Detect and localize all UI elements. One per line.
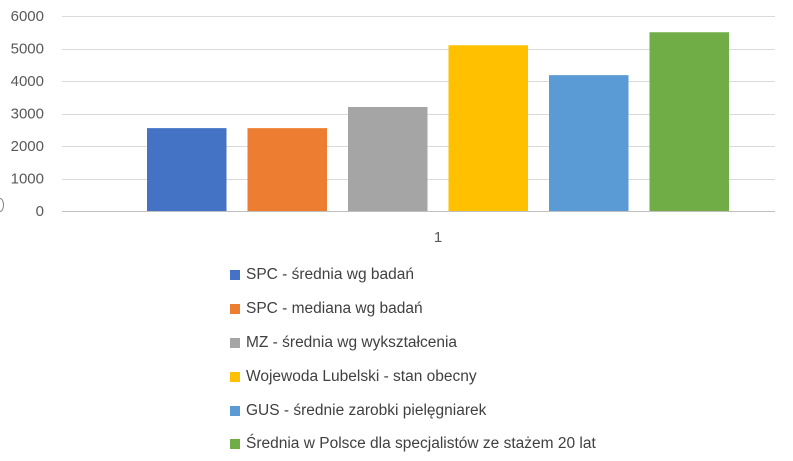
legend-item: SPC - średnia wg badań [230,258,750,292]
y-tick-label: 2000 [11,138,44,155]
legend-label: MZ - średnia wg wykształcenia [246,333,458,351]
legend-swatch [230,371,240,382]
legend-swatch [230,337,240,348]
legend-swatch [230,303,240,314]
legend-swatch [230,269,240,280]
bars [147,32,729,212]
bar-series-2 [247,128,327,211]
x-axis-tick-labels: 1 [434,229,442,246]
legend: SPC - średnia wg badań SPC - mediana wg b… [230,258,750,461]
legend-label: Wojewoda Lubelski - stan obecny [246,367,477,385]
legend-swatch [230,405,240,416]
y-tick-label: 6000 [11,8,44,25]
legend-label: SPC - średnia wg badań [246,265,415,283]
legend-item: MZ - średnia wg wykształcenia [230,326,750,360]
y-axis-tick-labels: 0 1000 2000 3000 4000 5000 6000 [11,8,44,220]
legend-label: GUS - średnie zarobki pielęgniarek [246,401,487,419]
y-tick-label: 0 [36,203,44,220]
y-tick-label: 4000 [11,73,44,90]
x-category-label: 1 [434,229,442,246]
legend-item: SPC - mediana wg badań [230,292,750,326]
legend-item: Wojewoda Lubelski - stan obecny [230,360,750,394]
y-tick-label: 3000 [11,106,44,123]
y-tick-label: 5000 [11,41,44,58]
bar-series-6 [649,32,729,211]
bar-series-3 [348,107,428,211]
legend-item: GUS - średnie zarobki pielęgniarek [230,394,750,428]
bar-series-1 [147,128,227,211]
y-tick-label: 1000 [11,171,44,188]
bar-series-5 [549,75,629,212]
legend-item: Średnia w Polsce dla specjalistów ze sta… [230,427,750,461]
bar-series-4 [448,45,528,211]
legend-label: SPC - mediana wg badań [246,299,423,317]
legend-label: Średnia w Polsce dla specjalistów ze sta… [246,435,596,453]
legend-swatch [230,439,240,450]
